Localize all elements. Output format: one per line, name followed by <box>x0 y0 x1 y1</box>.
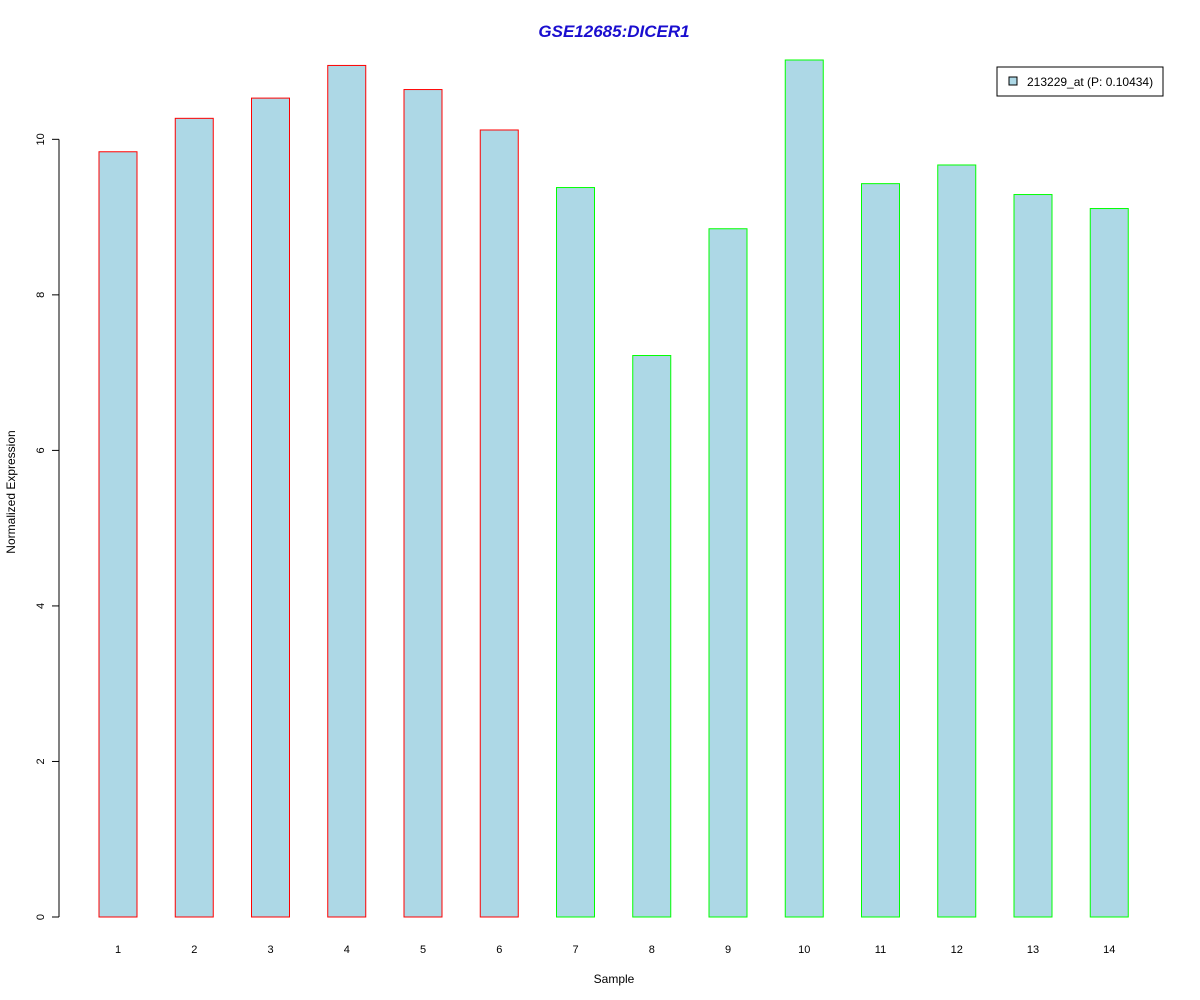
y-tick-label: 6 <box>35 447 47 453</box>
y-tick-label: 2 <box>35 758 47 764</box>
bar <box>784 59 824 918</box>
x-tick-label: 3 <box>267 944 273 956</box>
bar <box>632 355 672 918</box>
bar <box>174 117 214 918</box>
chart-title: GSE12685:DICER1 <box>538 22 689 41</box>
x-axis-ticks: 1 2 3 4 5 6 7 8 9 10 11 12 13 14 <box>115 944 1115 956</box>
bar <box>556 187 595 918</box>
y-tick-label: 0 <box>35 914 47 920</box>
legend-label: 213229_at (P: 0.10434) <box>1027 75 1153 89</box>
x-tick-label: 11 <box>875 944 886 956</box>
x-tick-label: 8 <box>649 944 655 956</box>
bar <box>1013 194 1053 918</box>
bar <box>98 151 138 918</box>
bar-series <box>98 59 1129 918</box>
x-tick-label: 12 <box>951 944 963 956</box>
legend: 213229_at (P: 0.10434) <box>996 66 1164 97</box>
x-tick-label: 9 <box>725 944 731 956</box>
bar <box>479 129 519 918</box>
y-tick-label: 10 <box>35 133 47 145</box>
legend-swatch <box>1008 76 1018 86</box>
bar <box>937 164 977 918</box>
x-tick-label: 5 <box>420 944 426 956</box>
y-tick-label: 4 <box>35 603 47 609</box>
bar <box>861 183 900 918</box>
y-tick-label: 8 <box>35 292 47 298</box>
y-axis: 0 2 4 6 8 10 <box>35 133 60 920</box>
x-tick-label: 14 <box>1103 944 1115 956</box>
x-tick-label: 4 <box>344 944 350 956</box>
x-tick-label: 10 <box>798 944 810 956</box>
x-tick-label: 1 <box>115 944 121 956</box>
bar <box>403 89 443 918</box>
x-tick-label: 6 <box>496 944 502 956</box>
bar <box>251 97 290 918</box>
x-tick-label: 13 <box>1027 944 1039 956</box>
y-axis-label: Normalized Expression <box>4 430 18 553</box>
bar <box>708 228 748 918</box>
bar <box>1089 208 1129 918</box>
x-axis-label: Sample <box>594 972 635 986</box>
x-tick-label: 2 <box>191 944 197 956</box>
bar <box>327 64 367 918</box>
x-tick-label: 7 <box>572 944 578 956</box>
legend-box <box>996 66 1164 97</box>
